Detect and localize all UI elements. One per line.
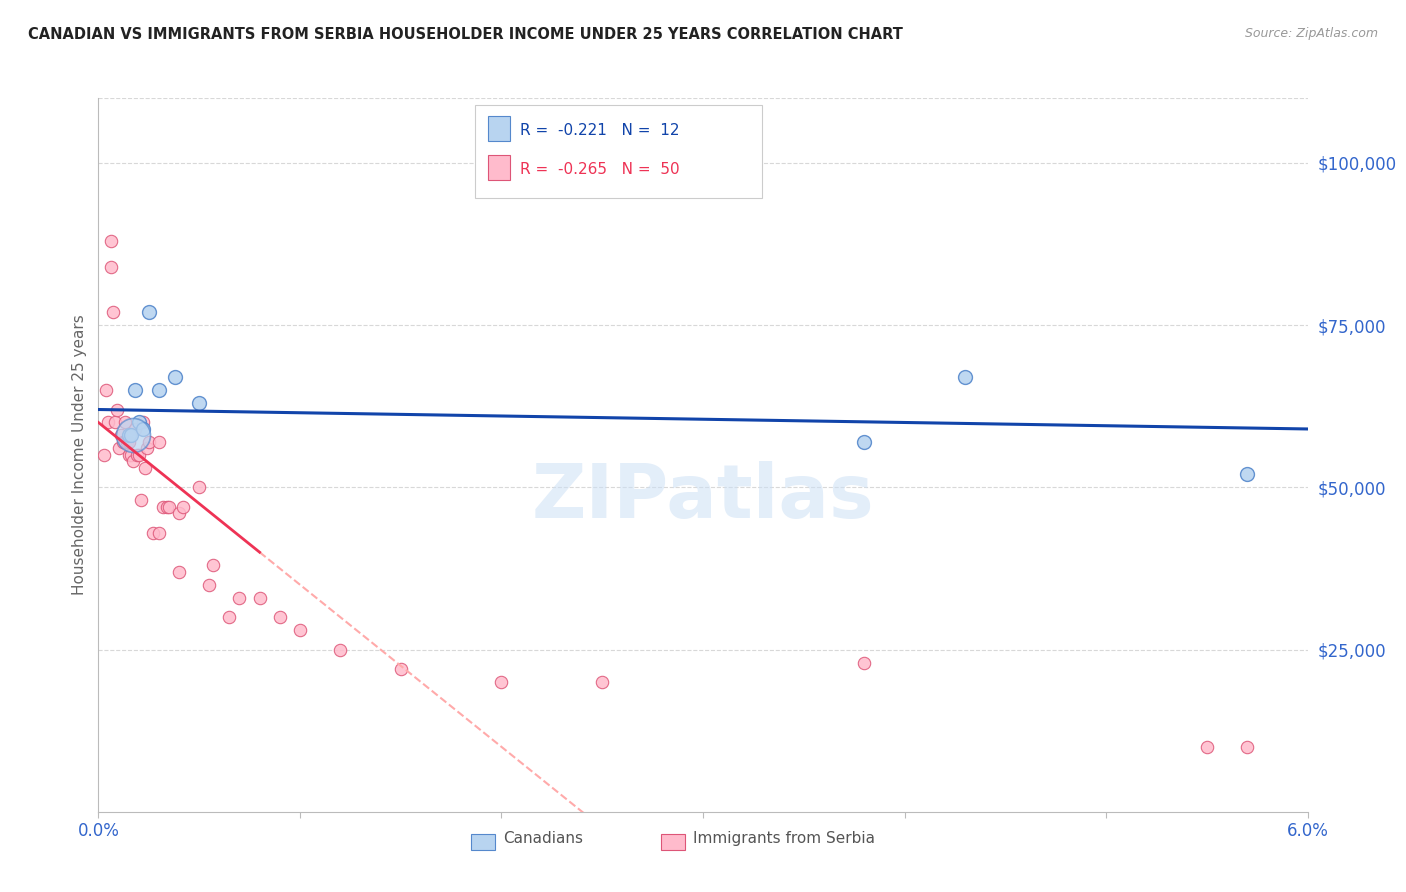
Point — [132, 416, 155, 430]
Point — [111, 434, 134, 449]
Point — [202, 558, 225, 573]
Point — [96, 383, 118, 397]
Point — [128, 448, 150, 462]
Point — [134, 461, 156, 475]
Point — [188, 480, 211, 494]
Point — [329, 642, 352, 657]
Point — [132, 422, 155, 436]
Point — [228, 591, 250, 605]
Point — [138, 305, 160, 319]
Point — [120, 428, 142, 442]
Point — [142, 525, 165, 540]
Text: ZIPatlas: ZIPatlas — [531, 461, 875, 534]
Point — [167, 565, 190, 579]
Point — [93, 448, 115, 462]
Point — [105, 402, 128, 417]
Point — [953, 370, 976, 384]
Point — [1236, 467, 1258, 482]
Point — [128, 416, 150, 430]
Text: R =  -0.221   N =  12: R = -0.221 N = 12 — [520, 123, 679, 138]
Point — [124, 422, 146, 436]
Point — [101, 305, 124, 319]
Point — [121, 428, 143, 442]
Point — [172, 500, 194, 514]
Point — [100, 234, 122, 248]
Point — [1195, 739, 1218, 754]
Text: R =  -0.265   N =  50: R = -0.265 N = 50 — [520, 162, 681, 178]
Point — [107, 442, 129, 456]
Point — [269, 610, 291, 624]
Point — [110, 428, 132, 442]
Point — [115, 434, 138, 449]
Point — [118, 428, 141, 442]
Point — [135, 442, 157, 456]
Point — [188, 396, 211, 410]
Point — [249, 591, 271, 605]
Text: Source: ZipAtlas.com: Source: ZipAtlas.com — [1244, 27, 1378, 40]
Point — [120, 448, 142, 462]
Y-axis label: Householder Income Under 25 years: Householder Income Under 25 years — [72, 315, 87, 595]
Point — [163, 370, 186, 384]
Point — [152, 500, 174, 514]
Point — [157, 500, 180, 514]
Point — [156, 500, 179, 514]
Point — [853, 434, 876, 449]
Point — [97, 416, 120, 430]
Text: Immigrants from Serbia: Immigrants from Serbia — [693, 831, 875, 846]
Point — [118, 448, 141, 462]
Text: Canadians: Canadians — [503, 831, 583, 846]
Point — [100, 260, 122, 274]
Point — [167, 506, 190, 520]
Point — [198, 577, 221, 591]
Point — [118, 434, 141, 449]
Point — [148, 434, 170, 449]
Point — [148, 525, 170, 540]
Point — [124, 383, 146, 397]
Point — [389, 662, 412, 676]
Point — [138, 434, 160, 449]
Point — [148, 383, 170, 397]
Point — [1236, 739, 1258, 754]
Point — [125, 448, 148, 462]
Point — [129, 493, 152, 508]
Point — [114, 434, 136, 449]
Point — [114, 416, 136, 430]
Point — [121, 454, 143, 468]
Point — [491, 675, 513, 690]
Point — [591, 675, 613, 690]
Text: CANADIAN VS IMMIGRANTS FROM SERBIA HOUSEHOLDER INCOME UNDER 25 YEARS CORRELATION: CANADIAN VS IMMIGRANTS FROM SERBIA HOUSE… — [28, 27, 903, 42]
Point — [218, 610, 240, 624]
Point — [853, 656, 876, 670]
Point — [103, 416, 125, 430]
Point — [288, 623, 311, 637]
